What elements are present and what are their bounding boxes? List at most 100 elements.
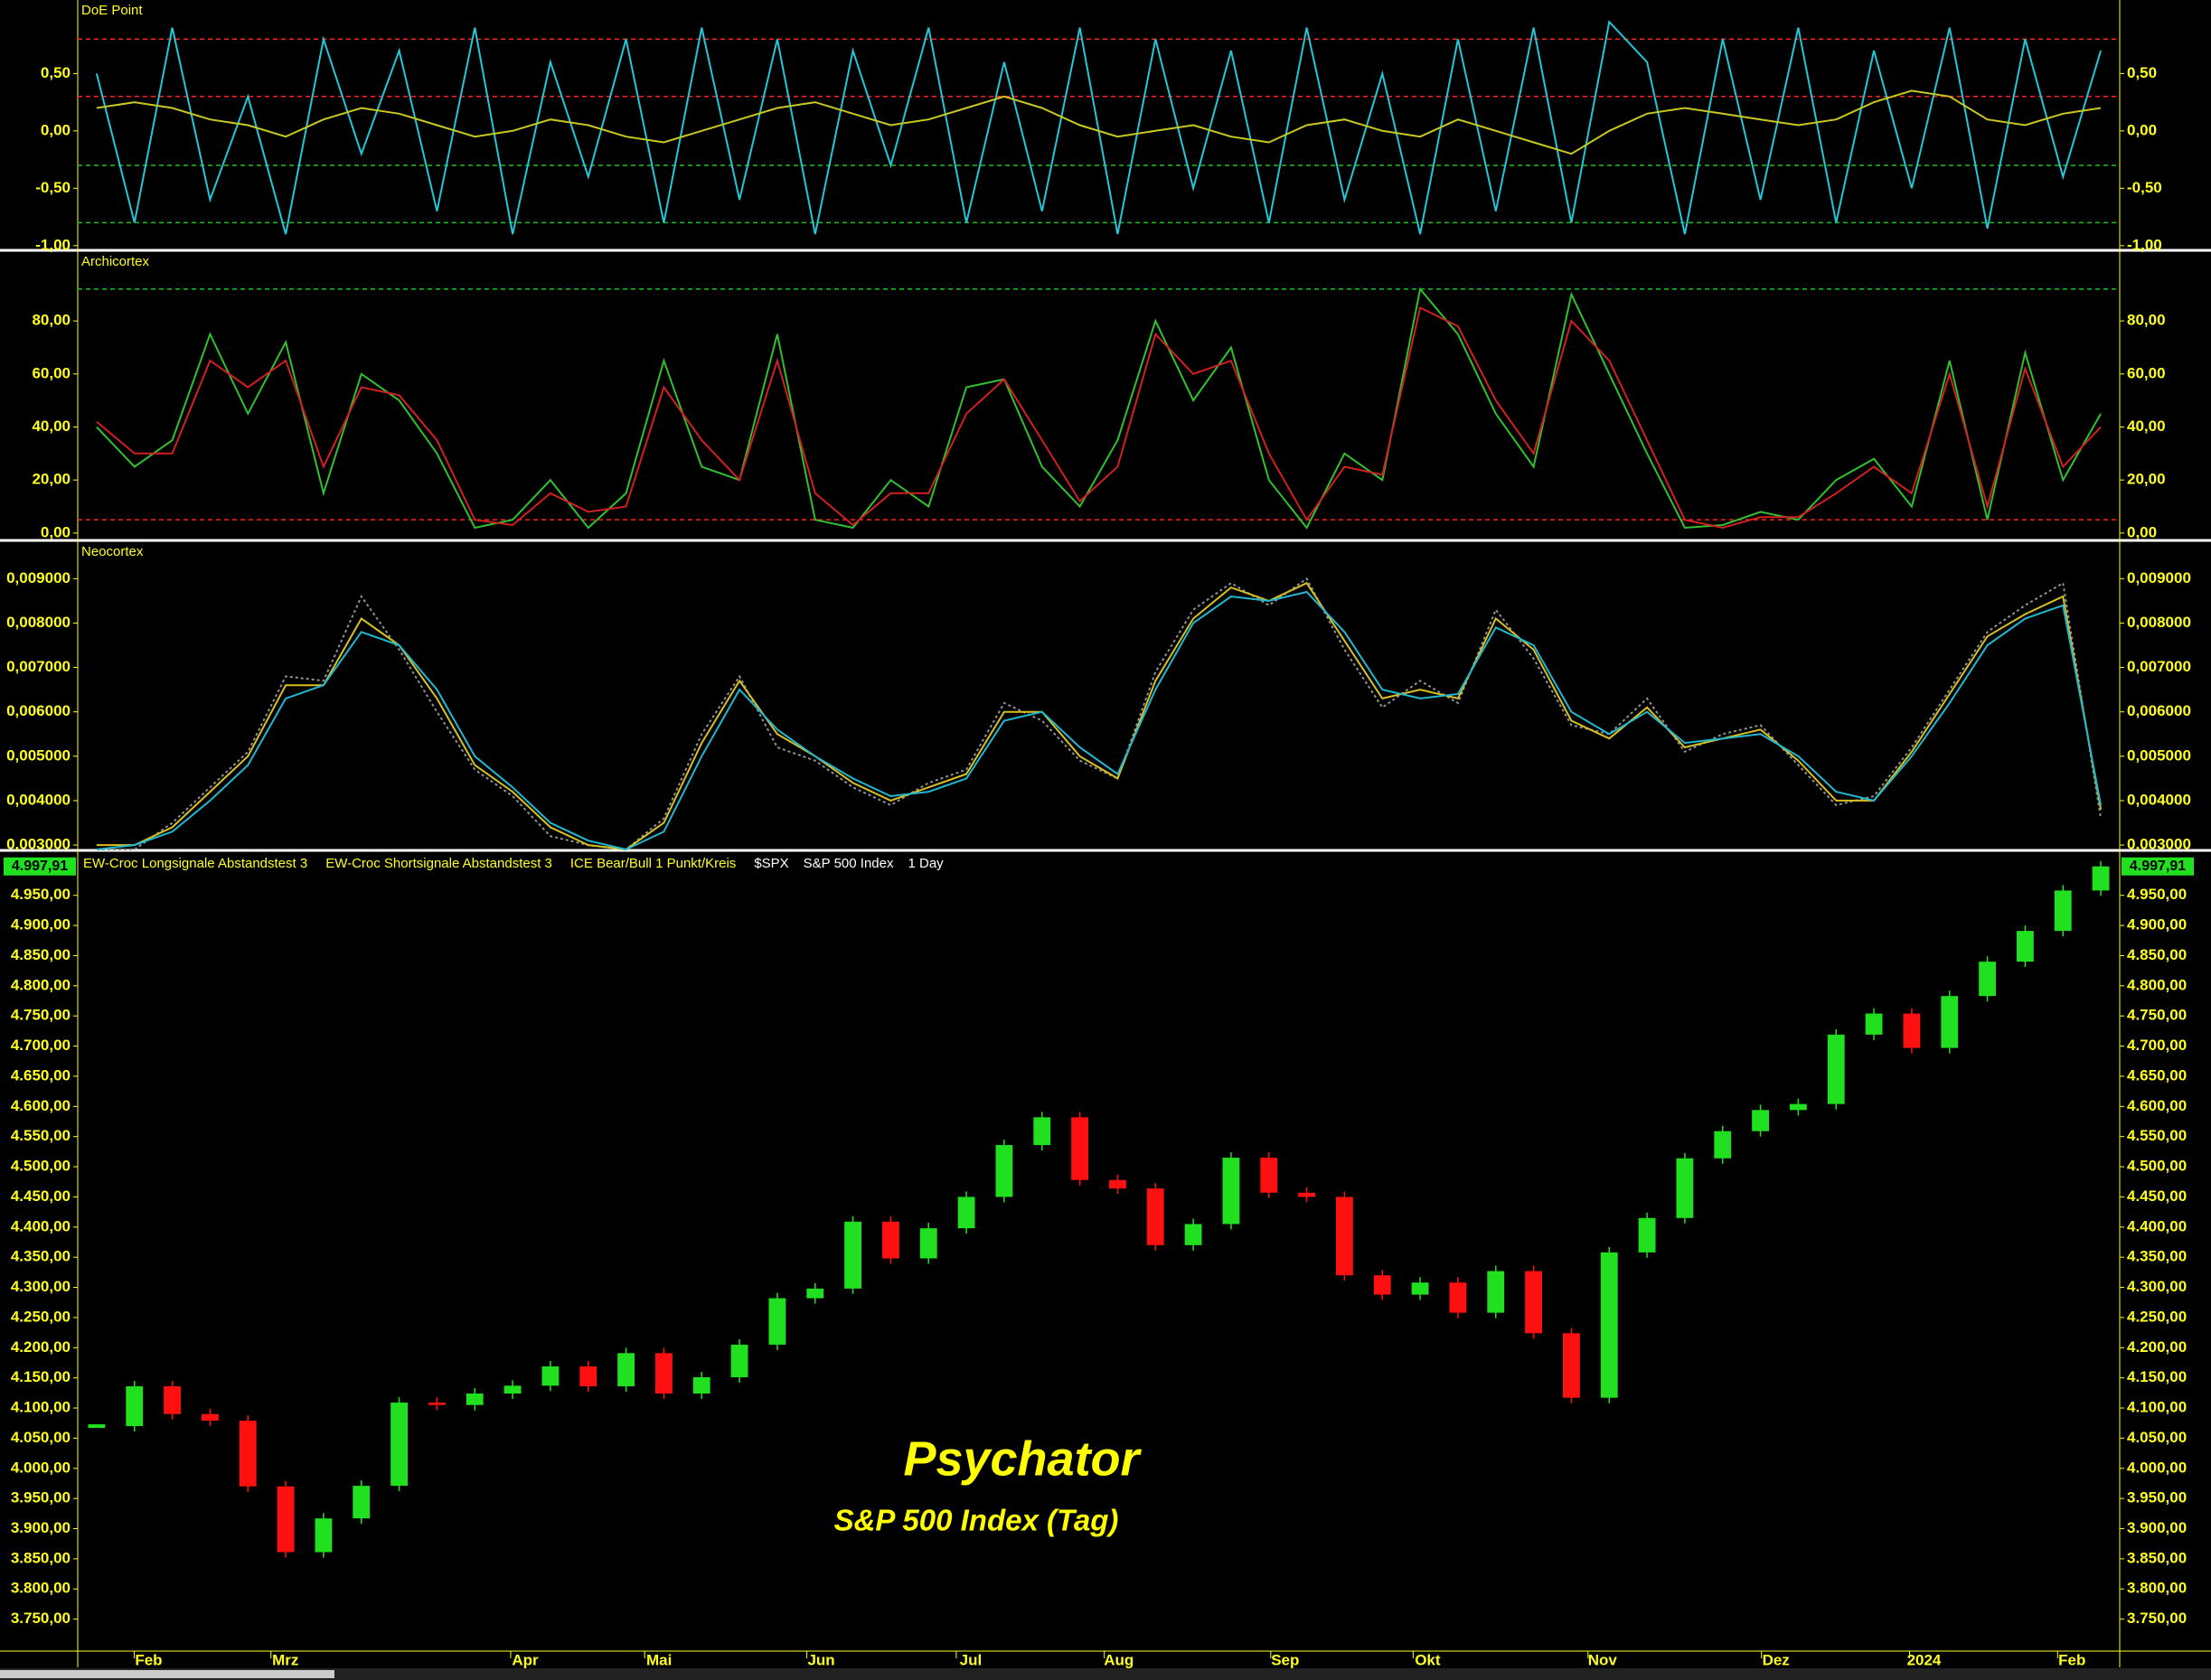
y-tick-label: 0,008000 (6, 614, 71, 631)
y-tick-label-right: 0,00 (2127, 121, 2157, 138)
y-tick-label: 4.900,00 (11, 916, 71, 934)
candle (390, 1403, 408, 1487)
candle (1941, 996, 1959, 1048)
y-tick-label-right: 0,006000 (2127, 702, 2191, 719)
panel-title: Neocortex (81, 544, 144, 559)
series-line (96, 577, 2103, 851)
y-tick-label-right: 4.400,00 (2127, 1217, 2187, 1234)
y-tick-label: 4.400,00 (11, 1217, 71, 1234)
candle (1827, 1034, 1845, 1104)
y-tick-label-right: 4.500,00 (2127, 1158, 2187, 1175)
x-tick-label: Okt (1415, 1651, 1441, 1668)
x-tick-label: Feb (135, 1651, 162, 1668)
x-tick-label: Dez (1763, 1651, 1790, 1668)
y-tick-label-right: 4.450,00 (2127, 1187, 2187, 1205)
candle (1563, 1333, 1580, 1398)
candle (466, 1394, 484, 1405)
candle (1222, 1158, 1240, 1225)
y-tick-label: -0,50 (35, 179, 71, 196)
candle (1033, 1117, 1051, 1146)
candle (692, 1376, 710, 1394)
y-tick-label: 3.950,00 (11, 1489, 71, 1506)
price-tag (4, 857, 76, 876)
y-tick-label-right: 0,009000 (2127, 569, 2191, 587)
watermark-subtitle: S&P 500 Index (Tag) (834, 1504, 1119, 1537)
y-tick-label-right: 3.850,00 (2127, 1549, 2187, 1566)
candle (1487, 1271, 1505, 1313)
candle (239, 1421, 257, 1487)
candle (617, 1353, 635, 1387)
y-tick-label: 4.500,00 (11, 1158, 71, 1175)
candle (844, 1221, 861, 1289)
y-tick-label-right: 4.650,00 (2127, 1066, 2187, 1084)
y-tick-label-right: 4.150,00 (2127, 1368, 2187, 1385)
candle (579, 1366, 597, 1387)
y-tick-label-right: 40,00 (2127, 418, 2166, 435)
candle (882, 1221, 899, 1259)
y-tick-label: 4.550,00 (11, 1127, 71, 1144)
y-tick-label: 4.350,00 (11, 1248, 71, 1265)
y-tick-label-right: 4.100,00 (2127, 1399, 2187, 1416)
candle (919, 1228, 937, 1259)
candle (164, 1386, 181, 1414)
candle (315, 1518, 333, 1553)
y-tick-label-right: 0,004000 (2127, 791, 2191, 808)
y-tick-label-right: 4.200,00 (2127, 1338, 2187, 1356)
y-tick-label: 3.850,00 (11, 1549, 71, 1566)
y-tick-label: 0,003000 (6, 836, 71, 853)
candle (1600, 1252, 1618, 1398)
y-tick-label: 4.050,00 (11, 1429, 71, 1446)
y-tick-label-right: 4.050,00 (2127, 1429, 2187, 1446)
series-line (96, 89, 2102, 155)
series-line (96, 581, 2103, 851)
y-tick-label-right: 4.000,00 (2127, 1459, 2187, 1476)
candle (428, 1403, 446, 1405)
y-tick-label: 0,006000 (6, 702, 71, 719)
y-tick-label-right: 0,008000 (2127, 614, 2191, 631)
x-tick-label: Feb (2058, 1651, 2085, 1668)
y-tick-label: 3.900,00 (11, 1519, 71, 1536)
candle (1184, 1224, 1202, 1245)
panel-title: DoE Point (81, 3, 143, 18)
y-tick-label: 40,00 (32, 418, 71, 435)
y-tick-label-right: 80,00 (2127, 312, 2166, 329)
candle (353, 1486, 371, 1519)
y-tick-label-right: 4.550,00 (2127, 1127, 2187, 1144)
y-tick-label-right: 20,00 (2127, 471, 2166, 488)
x-tick-label: Jun (807, 1651, 834, 1668)
x-tick-label: Mrz (272, 1651, 298, 1668)
candle (1752, 1110, 1769, 1131)
candle (503, 1385, 522, 1394)
y-tick-label-right: 4.750,00 (2127, 1007, 2187, 1024)
candle (1638, 1217, 1656, 1253)
y-tick-label-right: 0,007000 (2127, 658, 2191, 675)
y-tick-label: 80,00 (32, 312, 71, 329)
y-tick-label: 0,50 (41, 64, 71, 81)
candle (1373, 1275, 1391, 1295)
x-tick-label: Nov (1588, 1651, 1618, 1668)
y-tick-label: 0,005000 (6, 746, 71, 764)
y-tick-label-right: -0,50 (2127, 179, 2162, 196)
y-tick-label: 4.100,00 (11, 1399, 71, 1416)
series-line (96, 286, 2102, 530)
y-tick-label: 4.950,00 (11, 886, 71, 903)
candle (1903, 1013, 1921, 1048)
x-tick-label: Mai (646, 1651, 672, 1668)
y-tick-label: 4.250,00 (11, 1308, 71, 1325)
candle (1865, 1013, 1883, 1035)
scrollbar[interactable] (0, 1668, 2211, 1680)
y-tick-label-right: 4.950,00 (2127, 886, 2187, 903)
price-tag-right (2122, 857, 2194, 876)
scroll-thumb[interactable] (0, 1670, 334, 1678)
candle (1336, 1197, 1353, 1276)
y-tick-label-right: 60,00 (2127, 364, 2166, 381)
legend-entry: EW-Croc Shortsignale Abstandstest 3 (325, 856, 552, 871)
y-tick-label-right: 4.900,00 (2127, 916, 2187, 934)
candle (2017, 931, 2034, 962)
series-line (96, 590, 2103, 851)
candle (1714, 1131, 1732, 1159)
candle (730, 1344, 748, 1377)
